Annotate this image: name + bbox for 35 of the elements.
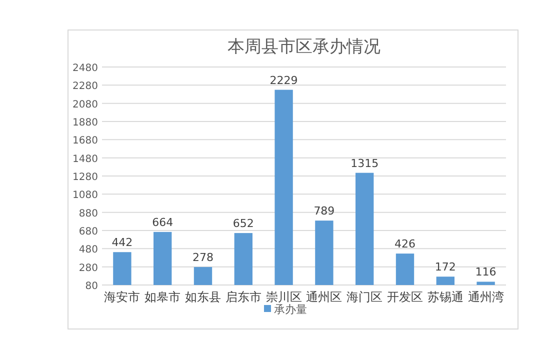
x-tick-label: 启东市 (225, 290, 262, 304)
chart-title: 本周县市区承办情况 (228, 37, 380, 57)
data-label: 652 (232, 217, 254, 230)
y-tick-label: 1880 (72, 118, 98, 128)
y-tick-label: 480 (78, 244, 98, 256)
y-tick-label: 1080 (72, 190, 98, 202)
y-tick-label: 1680 (72, 136, 98, 147)
x-tick-label: 苏锡通 (427, 290, 464, 304)
x-tick-label: 如皋市 (144, 290, 181, 304)
y-tick-label: 1480 (72, 154, 98, 165)
y-tick-label: 2080 (72, 99, 98, 110)
legend-label: 承办量 (274, 303, 307, 316)
data-label: 278 (192, 251, 214, 264)
data-label: 789 (314, 204, 335, 218)
y-tick-label: 2480 (72, 63, 98, 74)
y-tick-label: 2280 (72, 81, 98, 92)
data-label: 116 (475, 266, 496, 279)
data-label: 2229 (270, 74, 298, 87)
x-tick-label: 海安市 (104, 290, 140, 304)
x-tick-label: 崇川区 (266, 290, 302, 304)
x-tick-label: 如东县 (185, 290, 221, 304)
y-tick-label: 280 (78, 262, 98, 274)
y-tick-label: 80 (85, 281, 98, 292)
x-tick-label: 开发区 (387, 290, 423, 304)
x-tick-label: 通州区 (306, 290, 342, 304)
data-label: 172 (434, 260, 456, 274)
data-label: 426 (394, 238, 416, 251)
x-tick-label: 通州湾 (468, 290, 504, 304)
y-tick-label: 880 (78, 208, 98, 220)
y-tick-label: 1280 (72, 172, 98, 183)
data-label: 1315 (350, 156, 379, 170)
y-tick-label: 680 (78, 226, 98, 238)
data-label: 664 (152, 216, 174, 229)
x-tick-label: 海门区 (346, 290, 383, 304)
data-label: 442 (112, 236, 133, 250)
